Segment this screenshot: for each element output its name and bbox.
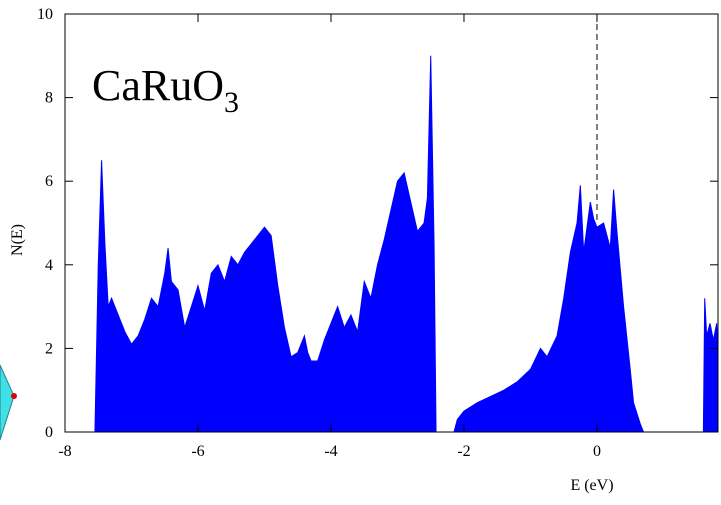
icon-dot <box>11 393 17 399</box>
chart-title: CaRuO3 <box>92 61 239 119</box>
y-tick-label: 4 <box>45 257 53 274</box>
title-subscript: 3 <box>224 86 239 119</box>
y-tick-label: 2 <box>45 340 53 357</box>
y-tick-label: 8 <box>45 90 53 107</box>
x-tick-label: -8 <box>58 443 71 460</box>
title-main: CaRuO <box>92 61 224 110</box>
icon <box>0 364 15 441</box>
plot-frame <box>64 13 719 433</box>
x-tick-label: -4 <box>324 443 337 460</box>
x-tick-label: -6 <box>191 443 204 460</box>
y-tick-label: 6 <box>45 173 53 190</box>
y-axis-label: N(E) <box>9 224 26 256</box>
x-axis-label: E (eV) <box>570 477 613 494</box>
y-tick-label: 10 <box>37 6 53 23</box>
y-tick-label: 0 <box>45 424 53 441</box>
dos-area <box>94 55 719 433</box>
x-tick-label: 0 <box>593 443 601 460</box>
x-tick-label: -2 <box>457 443 470 460</box>
